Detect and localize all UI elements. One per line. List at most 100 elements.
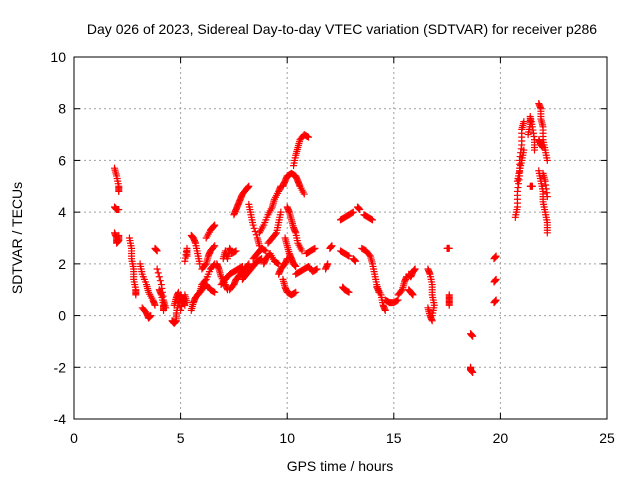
data-point [397,287,405,295]
plot-frame [73,56,608,420]
data-point [156,277,164,285]
y-tick-label: 0 [58,308,66,324]
data-point [351,257,359,265]
data-point [469,368,477,376]
chart-title: Day 026 of 2023, Sidereal Day-to-day VTE… [87,21,597,37]
data-point [115,187,123,195]
data-point [310,245,318,253]
data-point [160,306,168,314]
x-tick-label: 10 [279,430,295,446]
data-point [409,291,417,299]
data-point [211,288,219,296]
x-tick-label: 25 [599,430,615,446]
data-point [274,259,282,267]
grid [74,57,607,419]
data-point [348,209,356,217]
x-tick-label: 0 [70,430,78,446]
data-point [356,206,364,214]
data-point [153,265,161,273]
data-point [147,312,155,320]
data-point [528,182,536,190]
data-point [313,265,321,273]
data-point [262,247,270,255]
data-point [303,133,311,141]
data-point [245,182,253,190]
data-point [520,146,528,154]
data-point [324,260,332,268]
data-point [367,215,375,223]
y-tick-label: -4 [54,411,67,427]
y-tick-label: 2 [58,256,66,272]
data-point [154,269,162,277]
x-tick-label: 15 [386,430,402,446]
data-point [520,118,528,126]
x-tick-label: 20 [493,430,509,446]
data-point [368,216,376,224]
data-point [232,247,240,255]
data-point [183,299,191,307]
y-tick-label: 10 [50,49,66,65]
data-point [292,288,300,296]
data-point [344,288,352,296]
data-point [210,243,218,251]
data-point [428,317,436,325]
x-tick-label: 5 [177,430,185,446]
data-point [344,251,352,259]
data-point [196,260,204,268]
y-tick-label: 4 [58,204,66,220]
data-point [244,261,252,269]
data-point [183,252,191,260]
data-point [115,231,123,239]
data-point [349,208,357,216]
axis-ticks: -4 -2 0 2 4 6 8 10 0 5 10 15 20 25 [50,49,615,446]
data-point [257,255,265,263]
data-point [151,301,159,309]
data-point [345,288,353,296]
data-point [211,242,219,250]
data-point [231,248,239,256]
data-point [132,291,140,299]
y-tick-label: 8 [58,101,66,117]
data-point [277,208,285,216]
data-point [543,229,551,237]
data-point [445,301,453,309]
data-point [345,252,353,260]
data-point [492,296,500,304]
data-point [249,221,257,229]
x-axis-label: GPS time / hours [287,458,394,474]
data-point [210,288,218,296]
data-point [300,190,308,198]
data-point [115,206,123,214]
data-point [531,146,539,154]
data-point [153,247,161,255]
data-point [311,244,319,252]
data-point [393,297,401,305]
data-point [245,260,253,268]
data-points [111,100,551,376]
data-point [291,289,299,297]
data-point [492,275,500,283]
data-point [305,133,313,141]
data-point [381,306,389,314]
y-tick-label: 6 [58,152,66,168]
data-point [312,266,320,274]
data-point [201,261,209,269]
y-tick-label: -2 [54,359,67,375]
data-point [155,273,163,281]
data-point [251,228,259,236]
data-point [271,230,279,238]
data-point [261,246,269,254]
data-point [292,262,300,270]
data-point [298,247,306,255]
data-point [469,332,477,340]
data-point [445,244,453,252]
data-point [411,265,419,273]
data-point [178,303,186,311]
data-point [177,306,185,314]
data-point [328,242,336,250]
data-point [211,221,219,229]
data-point [365,251,373,259]
data-point [543,156,551,164]
